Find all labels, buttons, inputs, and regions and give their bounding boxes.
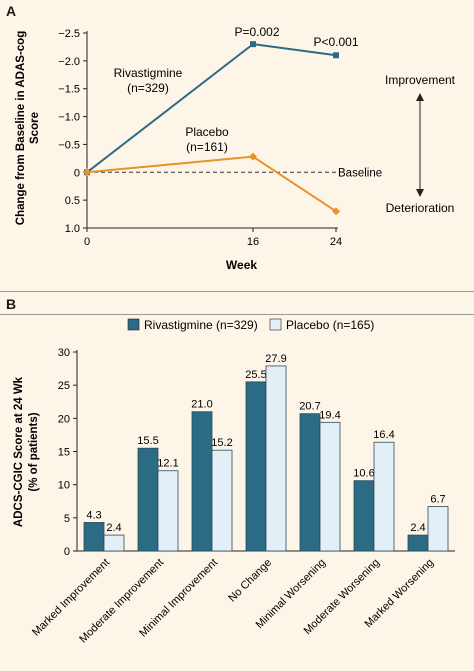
bar-placebo (265, 365, 287, 552)
bar-rivastigmine (299, 413, 321, 552)
bar-rivastigmine (245, 381, 267, 552)
bar-value-label: 20.7 (299, 401, 320, 413)
y-tick-label: −1.0 (58, 112, 80, 124)
panel-a-line-chart: −2.5 −2.0 −1.5 −1.0 −0.5 0 0.5 1.0 0 16 24 Week Chan… (15, 25, 456, 272)
data-point-placebo (332, 207, 340, 216)
panel-b-bar-chart: Rivastigmine (n=329) Placebo (n=165) 0 5 10 1… (13, 318, 455, 646)
bar-placebo (427, 506, 449, 552)
legend-label-rivastigmine: Rivastigmine (n=329) (144, 318, 258, 332)
y-tick-label: 30 (58, 347, 70, 359)
legend-swatch-placebo (269, 318, 282, 331)
deterioration-label: Deterioration (386, 201, 455, 215)
bar-value-label: 6.7 (430, 494, 445, 506)
y-tick-label: 0 (74, 167, 80, 179)
bar-placebo (319, 421, 341, 552)
bar-rivastigmine (353, 480, 375, 552)
series-line-placebo (86, 155, 337, 213)
bar-placebo (157, 470, 179, 552)
y-axis-title-line2: (% of patients) (28, 412, 40, 491)
data-point-placebo (83, 168, 91, 177)
bar-value-label: 21.0 (191, 399, 212, 411)
bar-value-label: 15.5 (137, 435, 158, 447)
y-axis-title-line1: Change from Baseline in ADAS-cog (15, 31, 27, 225)
y-tick-label: 5 (64, 513, 70, 525)
x-tick-label: 24 (330, 236, 342, 248)
series-label-placebo: Placebo (185, 125, 229, 139)
bar-value-label: 27.9 (265, 353, 286, 365)
y-tick-label: 20 (58, 413, 70, 425)
data-point-rivastigmine (250, 41, 256, 48)
legend-swatch-rivastigmine (127, 318, 140, 331)
improvement-label: Improvement (385, 73, 456, 87)
bar-placebo (373, 441, 395, 552)
data-point-placebo (249, 152, 257, 161)
y-tick-label: −2.0 (58, 56, 80, 68)
y-tick-label: 25 (58, 380, 70, 392)
bar-rivastigmine (407, 534, 429, 552)
bar-value-label: 2.4 (410, 522, 425, 534)
bar-rivastigmine (83, 522, 105, 552)
series-n-rivastigmine: (n=329) (127, 81, 169, 95)
arrow-down-head (416, 189, 424, 197)
y-tick-label: 15 (58, 447, 70, 459)
panel-a-label: A (6, 3, 17, 19)
bar-value-label: 2.4 (106, 522, 121, 534)
baseline-label: Baseline (338, 167, 382, 179)
y-axis-title-line1: ADCS-CGIC Score at 24 Wk (13, 376, 25, 527)
y-tick-label: −1.5 (58, 84, 80, 96)
bar-value-label: 15.2 (211, 437, 232, 449)
y-tick-label: 10 (58, 480, 70, 492)
bar-value-label: 25.5 (245, 369, 266, 381)
bar-placebo (103, 534, 125, 552)
bar-value-label: 12.1 (157, 458, 178, 470)
x-tick-label: 0 (84, 236, 90, 248)
bar-placebo (211, 449, 233, 552)
y-tick-label: 0 (64, 546, 70, 558)
y-tick-label: 1.0 (65, 223, 80, 235)
bar-rivastigmine (191, 411, 213, 552)
p-value-week24: P<0.001 (313, 35, 358, 49)
arrow-up-head (416, 93, 424, 101)
p-value-week16: P=0.002 (234, 25, 279, 39)
bar-value-label: 4.3 (86, 509, 101, 521)
category-label: No Change (226, 557, 274, 605)
y-axis-title-line2: Score (29, 112, 41, 144)
x-axis-title: Week (226, 258, 257, 272)
data-point-rivastigmine (333, 52, 339, 59)
bar-value-label: 19.4 (319, 409, 340, 421)
x-tick-label: 16 (247, 236, 259, 248)
y-tick-label: −0.5 (58, 139, 80, 151)
bar-value-label: 16.4 (373, 429, 394, 441)
y-tick-label: 0.5 (65, 195, 80, 207)
bar-rivastigmine (137, 447, 159, 552)
bar-value-label: 10.6 (353, 468, 374, 480)
panel-b-label: B (0, 291, 474, 315)
y-tick-label: −2.5 (58, 28, 80, 40)
series-label-rivastigmine: Rivastigmine (114, 66, 183, 80)
legend-label-placebo: Placebo (n=165) (286, 318, 374, 332)
series-n-placebo: (n=161) (186, 140, 228, 154)
